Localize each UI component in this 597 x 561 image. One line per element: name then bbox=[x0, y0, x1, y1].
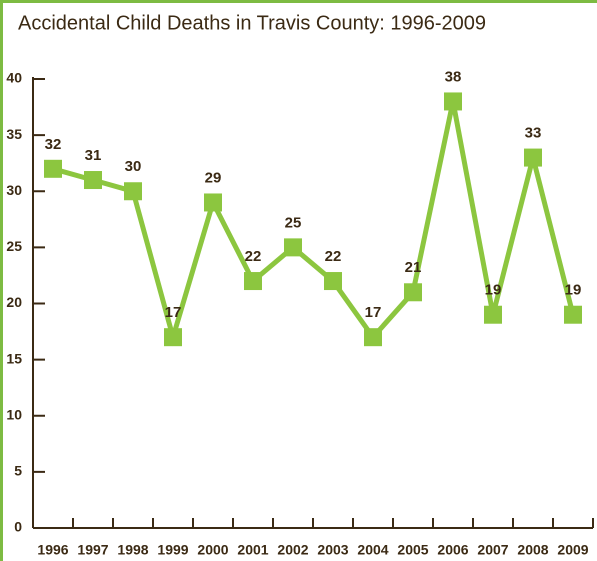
x-tick-label: 1999 bbox=[157, 542, 188, 558]
point-marker bbox=[84, 171, 102, 190]
y-tick-label: 35 bbox=[6, 126, 22, 142]
y-tick-label: 0 bbox=[14, 519, 22, 535]
x-tick-label: 1996 bbox=[37, 542, 68, 558]
point-marker bbox=[564, 305, 582, 324]
data-label: 32 bbox=[45, 136, 62, 153]
data-label: 17 bbox=[165, 304, 182, 321]
point-marker bbox=[204, 193, 222, 212]
point-marker bbox=[404, 283, 422, 302]
x-tick-label: 2002 bbox=[277, 542, 308, 558]
x-tick-label: 2001 bbox=[237, 542, 268, 558]
data-label: 19 bbox=[485, 282, 502, 299]
data-label: 33 bbox=[525, 125, 542, 142]
y-tick-label: 10 bbox=[6, 406, 22, 422]
data-label: 22 bbox=[325, 248, 342, 265]
x-tick-label: 2008 bbox=[517, 542, 548, 558]
x-tick-label: 1997 bbox=[77, 542, 108, 558]
y-tick-label: 40 bbox=[6, 70, 22, 86]
x-tick-label: 2000 bbox=[197, 542, 228, 558]
point-marker bbox=[124, 182, 142, 201]
data-label: 21 bbox=[405, 259, 422, 276]
series-line bbox=[52, 100, 576, 347]
data-label: 22 bbox=[245, 248, 262, 265]
data-label: 25 bbox=[285, 214, 302, 231]
data-label: 31 bbox=[85, 147, 102, 164]
point-marker bbox=[484, 305, 502, 324]
x-tick-label: 2005 bbox=[397, 542, 428, 558]
x-tick-label: 1998 bbox=[117, 542, 148, 558]
y-tick-label: 25 bbox=[6, 238, 22, 254]
point-marker bbox=[284, 238, 302, 257]
point-marker bbox=[524, 148, 542, 167]
x-tick-label: 2009 bbox=[557, 542, 588, 558]
y-tick-label: 15 bbox=[6, 350, 22, 366]
point-marker bbox=[324, 272, 342, 291]
data-label: 30 bbox=[125, 158, 142, 175]
point-marker bbox=[244, 272, 262, 291]
data-label: 38 bbox=[445, 68, 462, 85]
y-tick-label: 30 bbox=[6, 182, 22, 198]
point-marker bbox=[444, 92, 462, 111]
point-marker bbox=[44, 159, 62, 178]
x-tick-label: 2004 bbox=[357, 542, 388, 558]
point-marker bbox=[164, 328, 182, 347]
x-tick-label: 2006 bbox=[437, 542, 468, 558]
x-tick-label: 2003 bbox=[317, 542, 348, 558]
chart-title: Accidental Child Deaths in Travis County… bbox=[18, 12, 486, 34]
x-tick-label: 2007 bbox=[477, 542, 508, 558]
point-marker bbox=[364, 328, 382, 347]
y-tick-label: 20 bbox=[6, 294, 22, 310]
data-label: 17 bbox=[365, 304, 382, 321]
y-tick-label: 5 bbox=[14, 463, 22, 479]
data-label: 19 bbox=[565, 282, 582, 299]
data-label: 29 bbox=[205, 169, 222, 186]
